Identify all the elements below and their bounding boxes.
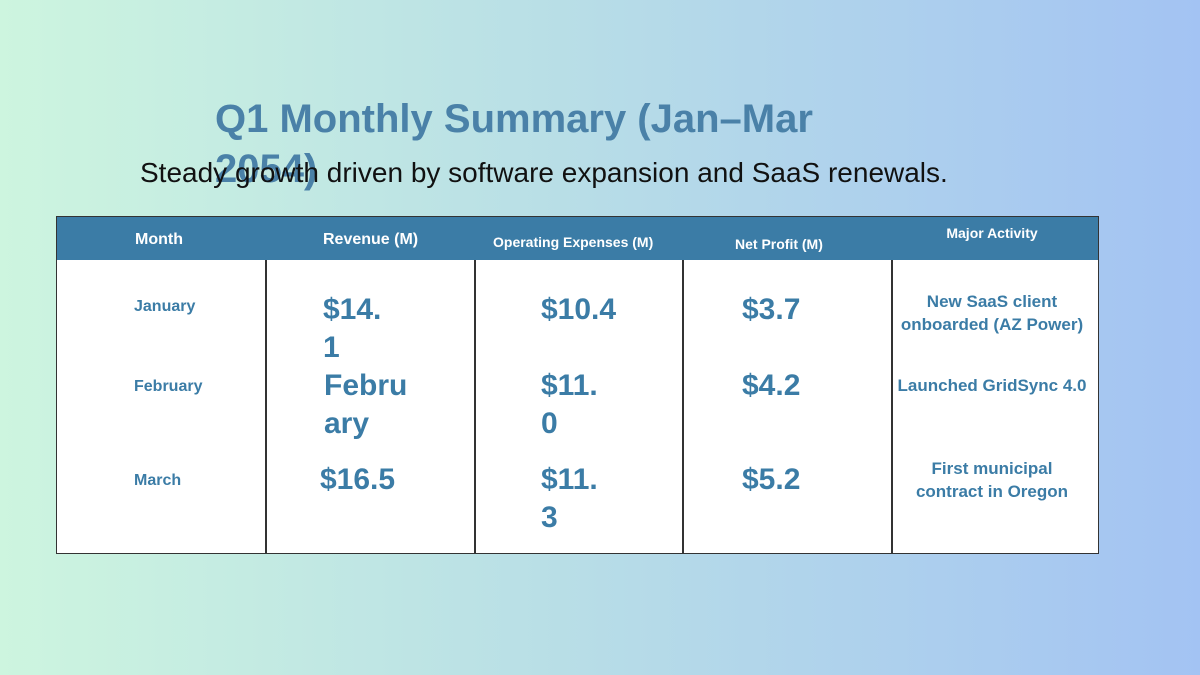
activity-cell: Launched GridSync 4.0 (897, 376, 1087, 395)
value-cell: $10.4 (541, 293, 617, 326)
column-header: Month (135, 231, 183, 248)
month-cell: January (134, 298, 196, 315)
activity-cell: First municipal contract in Oregon (915, 459, 1069, 501)
column-border (891, 260, 893, 553)
value-cell: February (324, 369, 408, 440)
value-cell: $16.5 (320, 463, 396, 496)
value-cell: $4.2 (742, 369, 801, 402)
value-cell: $3.7 (742, 293, 801, 326)
slide-subtitle: Steady growth driven by software expansi… (140, 157, 948, 188)
column-border (474, 260, 476, 553)
column-border (265, 260, 267, 553)
column-header: Net Profit (M) (735, 236, 823, 252)
month-cell: March (134, 472, 182, 489)
activity-cell: New SaaS client onboarded (AZ Power) (900, 292, 1084, 334)
column-header: Revenue (M) (323, 231, 419, 248)
slide-title: Q1 Monthly Summary (Jan–Mar 2054) (215, 97, 813, 191)
summary-table: Month Revenue (M) Operating Expenses (M) Ne… (56, 216, 1099, 554)
month-cell: February (134, 378, 203, 395)
table-header: Month Revenue (M) Operating Expenses (M) Ne… (57, 217, 1098, 260)
value-cell: $14.1 (323, 293, 382, 364)
column-border (682, 260, 684, 553)
value-cell: $11.0 (541, 369, 598, 440)
value-cell: $5.2 (742, 463, 801, 496)
value-cell: $11.3 (541, 463, 598, 534)
column-header: Operating Expenses (M) (493, 234, 654, 250)
column-header: Major Activity (946, 225, 1038, 241)
